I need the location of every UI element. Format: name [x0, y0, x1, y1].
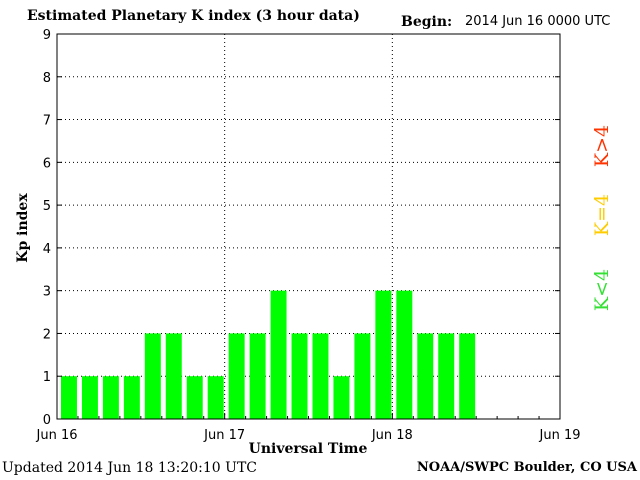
- x-tick-label: Jun 17: [203, 428, 245, 443]
- x-tick-label: Jun 16: [36, 428, 78, 443]
- y-tick-label: 7: [43, 114, 51, 129]
- y-axis-label: Kp index: [15, 193, 31, 263]
- y-tick-label: 9: [43, 28, 51, 43]
- grid-lines: [57, 34, 560, 419]
- kp-bar: [312, 333, 329, 419]
- begin-label: Begin:: [401, 14, 453, 30]
- kp-bar: [165, 333, 182, 419]
- kp-bar: [144, 333, 161, 419]
- kp-bar: [291, 333, 308, 419]
- x-tick-label: Jun 18: [371, 428, 413, 443]
- y-tick-label: 2: [43, 327, 51, 342]
- x-axis-label: Universal Time: [249, 441, 368, 457]
- kp-bar: [186, 376, 203, 419]
- kp-bar: [228, 333, 245, 419]
- legend-item: K=4: [591, 194, 613, 236]
- legend: K<4 K=4 K>4: [591, 125, 613, 311]
- y-ticks: 0 1 2 3 4 5 6 7 8 9: [43, 28, 560, 428]
- kp-bar: [396, 290, 413, 419]
- plot-frame: [56, 33, 561, 420]
- kp-bar: [207, 376, 224, 419]
- kp-bar: [417, 333, 434, 419]
- y-tick-label: 1: [43, 370, 51, 385]
- bars: [61, 290, 476, 419]
- y-tick-label: 0: [43, 413, 51, 428]
- chart-title: Estimated Planetary K index (3 hour data…: [27, 8, 360, 24]
- kp-bar: [81, 376, 98, 419]
- kp-bar: [123, 376, 140, 419]
- y-tick-label: 6: [43, 156, 51, 171]
- x-tick-label: Jun 19: [539, 428, 581, 443]
- kp-bar: [354, 333, 371, 419]
- y-tick-label: 8: [43, 71, 51, 86]
- kp-bar: [61, 376, 77, 419]
- kp-bar: [459, 333, 476, 419]
- begin-value: 2014 Jun 16 0000 UTC: [465, 14, 611, 29]
- kp-bar: [102, 376, 119, 419]
- updated-timestamp: Updated 2014 Jun 18 13:20:10 UTC: [2, 460, 258, 476]
- kp-bar: [333, 376, 350, 419]
- legend-item: K>4: [591, 125, 613, 167]
- kp-bar: [438, 333, 455, 419]
- legend-item: K<4: [591, 269, 613, 311]
- kp-bar: [270, 290, 287, 419]
- source-credit: NOAA/SWPC Boulder, CO USA: [416, 460, 637, 475]
- kp-bar: [375, 290, 392, 419]
- y-tick-label: 3: [43, 285, 51, 300]
- kp-bar: [249, 333, 266, 419]
- y-tick-label: 5: [43, 199, 51, 214]
- x-ticks: Jun 16 Jun 17 Jun 18 Jun 19: [36, 413, 581, 443]
- y-tick-label: 4: [43, 242, 51, 257]
